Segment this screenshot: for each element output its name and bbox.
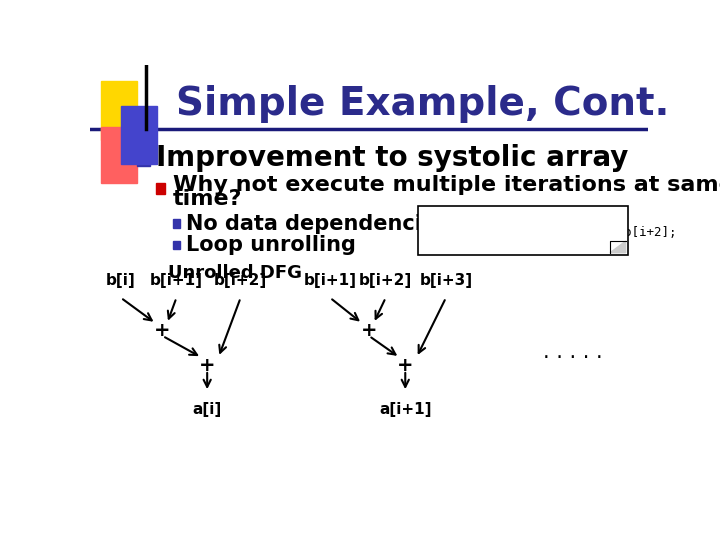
Text: . . . . .: . . . . .	[543, 342, 603, 362]
Text: b[i+1]: b[i+1]	[303, 273, 356, 288]
Text: b[i+2]: b[i+2]	[359, 273, 413, 288]
Bar	[173, 241, 180, 249]
Bar	[156, 183, 165, 194]
Text: a[i+1]: a[i+1]	[379, 402, 431, 417]
Text: a[i] = b[i] + b[i+1] + b[i+2];: a[i] = b[i] + b[i+1] + b[i+2];	[428, 226, 676, 239]
Text: a[i]: a[i]	[192, 402, 222, 417]
Text: b[i]: b[i]	[106, 273, 135, 288]
Text: Improvement to systolic array: Improvement to systolic array	[156, 144, 629, 172]
Text: No data dependencies: No data dependencies	[186, 214, 449, 234]
Text: Unrolled DFG: Unrolled DFG	[168, 264, 302, 282]
Text: Loop unrolling: Loop unrolling	[186, 235, 356, 255]
Text: +: +	[154, 321, 171, 340]
Bar	[138, 151, 150, 166]
Polygon shape	[610, 241, 626, 253]
Text: +: +	[361, 321, 377, 340]
Bar	[121, 105, 157, 164]
Bar	[173, 219, 180, 228]
Text: for (i=0; i < 100; I++): for (i=0; i < 100; I++)	[428, 214, 601, 227]
FancyBboxPatch shape	[418, 206, 629, 255]
Text: +: +	[199, 355, 215, 375]
Text: time?: time?	[173, 188, 242, 208]
Text: b[i+3]: b[i+3]	[420, 273, 472, 288]
Text: +: +	[397, 355, 413, 375]
Text: Why not execute multiple iterations at same: Why not execute multiple iterations at s…	[173, 176, 720, 195]
Text: b[i+2]: b[i+2]	[214, 273, 267, 288]
Bar	[101, 127, 138, 183]
Text: Simple Example, Cont.: Simple Example, Cont.	[176, 85, 670, 123]
Text: b[i+1]: b[i+1]	[150, 273, 203, 288]
Bar	[101, 82, 138, 140]
